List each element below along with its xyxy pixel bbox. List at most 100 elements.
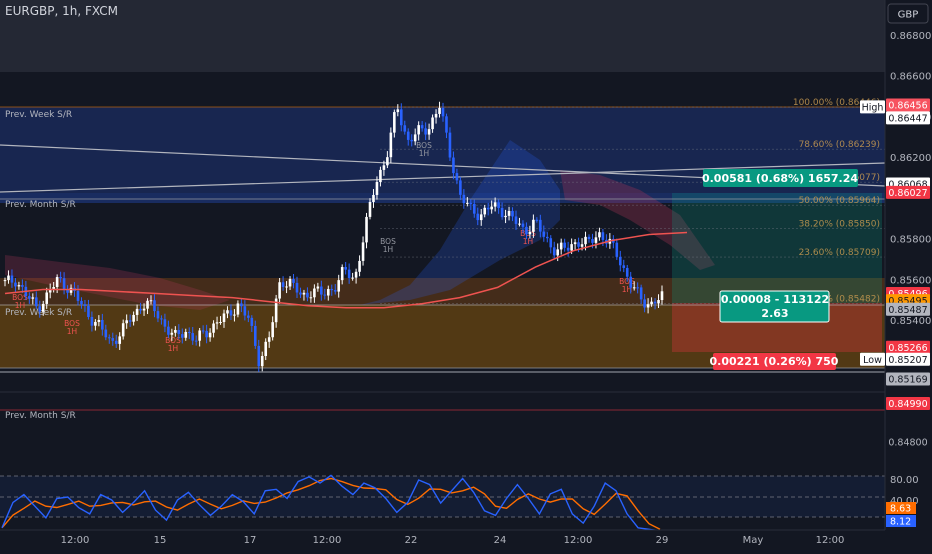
- candle-96: [337, 280, 341, 292]
- candle-61: [215, 322, 219, 324]
- candle-188: [657, 300, 660, 304]
- candle-19: [69, 287, 73, 293]
- time-axis-bg[interactable]: [0, 530, 885, 550]
- candle-56: [198, 330, 201, 341]
- currency-button[interactable]: [887, 3, 929, 24]
- candle-100: [351, 277, 354, 279]
- candle-37: [132, 314, 135, 322]
- bos-label-11: 1H: [523, 237, 533, 246]
- candle-143: [500, 207, 504, 218]
- candle-11: [41, 303, 45, 312]
- candle-7: [28, 296, 31, 299]
- candle-49: [174, 330, 177, 333]
- bos-label-4: BOS: [165, 336, 181, 345]
- candle-21: [76, 290, 80, 301]
- candle-130: [455, 173, 459, 181]
- price-tag-6: 0.85495: [888, 296, 927, 307]
- fib-label-0: 100.00% (0.86446): [793, 98, 880, 108]
- candle-48: [170, 332, 174, 335]
- time-tick-1: 15: [154, 535, 167, 546]
- candle-120: [420, 125, 424, 129]
- candle-144: [504, 215, 507, 218]
- candle-44: [156, 311, 160, 319]
- bos-label-7: 1H: [419, 149, 429, 158]
- candle-29: [104, 329, 108, 338]
- stoch-band: [0, 476, 885, 517]
- position-center-line2: 2.63: [761, 307, 788, 320]
- candle-64: [226, 310, 229, 314]
- candle-189: [660, 291, 664, 301]
- candle-125: [438, 107, 441, 114]
- bos-label-2: BOS: [64, 319, 80, 328]
- bos-labels: BOS1HBOS1HBOS1HBOS1HBOS1HBOS1HBOS1H: [12, 141, 635, 353]
- candle-142: [497, 202, 500, 208]
- stoch-d-tag: 8.63: [890, 504, 911, 515]
- fib-label-3: 50.00% (0.85964): [799, 196, 880, 206]
- price-tag-11: 0.85169: [888, 375, 927, 386]
- candle-46: [163, 319, 167, 327]
- candle-27: [97, 319, 101, 322]
- candle-115: [403, 125, 407, 132]
- bos-label-9: 1H: [383, 245, 393, 254]
- price-tag-9: Low: [863, 355, 882, 366]
- candle-25: [90, 316, 94, 326]
- time-tick-2: 17: [244, 535, 257, 546]
- candle-30: [107, 337, 111, 339]
- candle-80: [281, 282, 285, 287]
- sr-label-0: Prev. Week S/R: [5, 110, 72, 120]
- candle-65: [229, 310, 233, 316]
- price-tag-bg-0: [886, 98, 930, 112]
- candle-22: [80, 300, 83, 305]
- time-tick-0: 12:00: [61, 535, 90, 546]
- price-tick-1: 0.86600: [890, 72, 931, 83]
- price-tag-1: High: [862, 102, 884, 113]
- candle-55: [194, 340, 198, 342]
- candle-105: [368, 202, 372, 217]
- candle-9: [34, 297, 38, 307]
- stoch-k-tag-bg: [886, 515, 916, 527]
- candle-90: [316, 286, 320, 289]
- candles: [3, 101, 664, 372]
- bos-label-3: 1H: [67, 327, 77, 336]
- candle-97: [340, 267, 344, 281]
- candle-81: [285, 286, 288, 288]
- position-profit-zone[interactable]: [672, 193, 882, 303]
- candle-186: [650, 301, 653, 305]
- candle-165: [577, 242, 580, 247]
- currency-button-label: GBP: [898, 10, 919, 21]
- sr-label-2: Prev. Week S/R: [5, 308, 72, 318]
- price-tag-bg-8: [886, 340, 930, 354]
- time-tick-8: May: [743, 535, 764, 546]
- candle-62: [219, 322, 222, 324]
- candle-137: [479, 214, 483, 221]
- position-stop-badge: [713, 353, 836, 370]
- time-tick-9: 12:00: [816, 535, 845, 546]
- candle-158: [552, 247, 556, 256]
- candle-73: [257, 345, 261, 367]
- candle-122: [427, 129, 431, 135]
- candle-138: [483, 207, 487, 215]
- candle-78: [274, 298, 278, 323]
- candle-170: [594, 237, 598, 243]
- candle-123: [431, 117, 434, 130]
- candle-147: [514, 216, 518, 224]
- candle-179: [625, 267, 629, 277]
- candle-99: [347, 269, 351, 279]
- candle-108: [379, 169, 382, 183]
- candle-40: [142, 308, 146, 311]
- candle-94: [330, 289, 334, 291]
- candle-102: [358, 260, 361, 272]
- bos-label-8: BOS: [380, 237, 396, 246]
- time-tick-6: 12:00: [564, 535, 593, 546]
- price-axis-bg[interactable]: [885, 0, 932, 550]
- trend-line-lower[interactable]: [0, 162, 886, 193]
- candle-69: [243, 306, 247, 316]
- time-tick-7: 29: [656, 535, 669, 546]
- time-tick-4: 22: [405, 535, 418, 546]
- time-tick-3: 12:00: [313, 535, 342, 546]
- candle-32: [114, 340, 118, 344]
- price-tag-bg-2: [886, 111, 930, 125]
- blue-cloud: [360, 140, 560, 305]
- stoch-d-line: [1, 477, 661, 530]
